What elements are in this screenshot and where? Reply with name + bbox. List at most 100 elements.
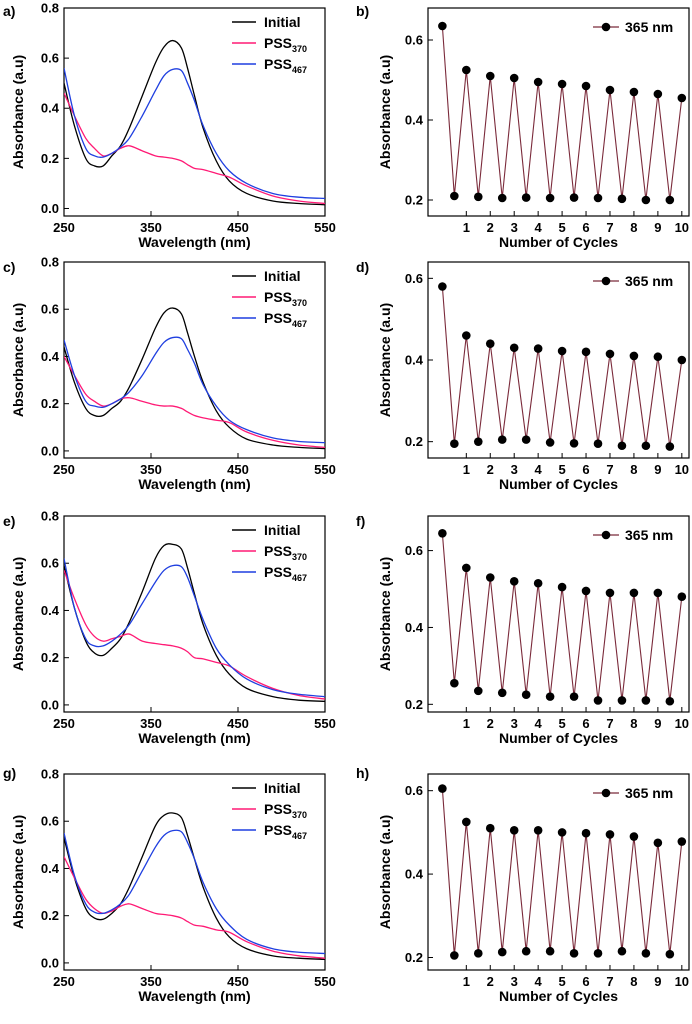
series-line-365 nm xyxy=(441,25,683,201)
y-tick-label: 0.4 xyxy=(405,113,424,128)
data-point xyxy=(497,435,507,444)
data-point xyxy=(605,349,615,359)
plot-frame xyxy=(427,515,690,713)
data-point xyxy=(629,832,639,841)
data-point xyxy=(521,193,531,202)
data-point xyxy=(462,65,471,75)
data-point xyxy=(569,949,579,958)
data-point xyxy=(593,696,603,705)
x-tick-label: 10 xyxy=(675,716,689,731)
data-point xyxy=(533,825,543,835)
panel-b: b) 0.2 0.4 0.6 1 2 3 4 5 6 7 8 9 10 Number of Cycles Ab… xyxy=(356,3,690,250)
x-tick-label: 4 xyxy=(535,974,543,989)
x-tick-label: 6 xyxy=(582,220,589,235)
data-point xyxy=(581,586,591,596)
y-tick-label: 0.6 xyxy=(405,783,423,798)
data-point xyxy=(569,439,579,448)
data-point xyxy=(462,817,471,827)
data-point xyxy=(605,588,615,598)
x-tick-label: 3 xyxy=(511,974,518,989)
series-line-365 nm xyxy=(441,286,683,447)
x-tick-label: 350 xyxy=(140,716,162,731)
y-tick-label: 0.6 xyxy=(405,33,423,48)
y-tick-label: 0.6 xyxy=(41,51,59,66)
legend-subscript: 370 xyxy=(292,552,307,562)
series-group xyxy=(438,784,687,960)
data-point xyxy=(665,195,675,205)
x-tick-label: 9 xyxy=(654,462,661,477)
data-point xyxy=(450,951,459,960)
plot-frame xyxy=(63,7,326,217)
x-tick-label: 2 xyxy=(487,220,494,235)
x-axis-label: Number of Cycles xyxy=(499,988,618,1004)
data-point xyxy=(533,578,543,588)
legend-subscript: 370 xyxy=(292,810,307,820)
legend-swatch-marker xyxy=(601,22,611,32)
series-line-365 nm xyxy=(441,533,683,702)
y-tick-label: 0.8 xyxy=(41,509,59,524)
legend-label-365nm: 365 nm xyxy=(625,19,673,35)
legend-label-Initial: Initial xyxy=(264,268,301,284)
legend-label-365nm: 365 nm xyxy=(625,527,673,543)
y-axis-label: Absorbance (a.u) xyxy=(377,557,393,671)
x-tick-label: 350 xyxy=(140,974,162,989)
plot-frame xyxy=(427,7,690,217)
y-tick-label: 0.6 xyxy=(41,556,59,571)
y-tick-label: 0.4 xyxy=(41,349,60,364)
x-tick-label: 6 xyxy=(582,974,589,989)
legend-label-365nm: 365 nm xyxy=(625,785,673,801)
x-tick-label: 4 xyxy=(535,220,543,235)
series-line-PSS467 xyxy=(64,68,325,200)
data-point xyxy=(677,592,687,602)
y-axis-label: Absorbance (a.u) xyxy=(377,815,393,929)
legend-subscript: 370 xyxy=(292,298,307,308)
x-tick-label: 3 xyxy=(511,220,518,235)
y-tick-label: 0.4 xyxy=(41,101,60,116)
x-tick-label: 8 xyxy=(630,716,637,731)
y-tick-label: 0.0 xyxy=(41,201,59,216)
y-tick-label: 0.2 xyxy=(41,151,59,166)
data-point xyxy=(653,588,663,598)
y-tick-label: 0.4 xyxy=(41,603,60,618)
series-line-PSS467 xyxy=(64,829,325,955)
series-group xyxy=(438,282,687,451)
data-point xyxy=(617,946,627,956)
x-tick-label: 10 xyxy=(675,220,689,235)
y-axis-label: Absorbance (a.u) xyxy=(377,303,393,417)
x-axis-label: Number of Cycles xyxy=(499,476,618,492)
data-point xyxy=(545,946,555,956)
panel-label: b) xyxy=(356,3,369,19)
y-tick-label: 0.0 xyxy=(41,697,59,712)
legend-swatch-marker xyxy=(601,530,611,540)
data-point xyxy=(438,282,447,291)
panel-label: c) xyxy=(3,259,15,275)
plot-frame xyxy=(427,261,690,459)
x-tick-label: 9 xyxy=(654,974,661,989)
x-tick-label: 10 xyxy=(675,974,689,989)
series-line-PSS467 xyxy=(64,336,325,444)
x-tick-label: 550 xyxy=(314,220,336,235)
x-tick-label: 6 xyxy=(582,716,589,731)
panel-a: a) 0.0 0.2 0.4 0.6 0.8 250 350 450 550 Wavelength … xyxy=(3,1,336,251)
y-tick-label: 0.6 xyxy=(405,543,423,558)
legend-label-Initial: Initial xyxy=(264,780,301,796)
data-point xyxy=(509,577,519,586)
panel-f: f) 0.2 0.4 0.6 1 2 3 4 5 6 7 8 9 10 Number of Cycles Ab… xyxy=(356,513,690,746)
legend-label-PSS467: PSS467 xyxy=(264,564,307,583)
data-point xyxy=(677,837,687,846)
data-point xyxy=(617,194,627,204)
x-tick-label: 450 xyxy=(227,220,249,235)
x-tick-label: 4 xyxy=(535,716,543,731)
data-point xyxy=(497,688,507,698)
legend-label-PSS370: PSS370 xyxy=(264,801,307,820)
data-point xyxy=(641,949,651,958)
x-tick-label: 6 xyxy=(582,462,589,477)
data-point xyxy=(473,949,483,958)
series-line-PSS370 xyxy=(64,356,325,449)
data-point xyxy=(533,344,543,353)
data-point xyxy=(665,949,675,959)
data-point xyxy=(569,193,579,202)
series-line-Initial xyxy=(64,812,325,961)
x-tick-label: 8 xyxy=(630,974,637,989)
